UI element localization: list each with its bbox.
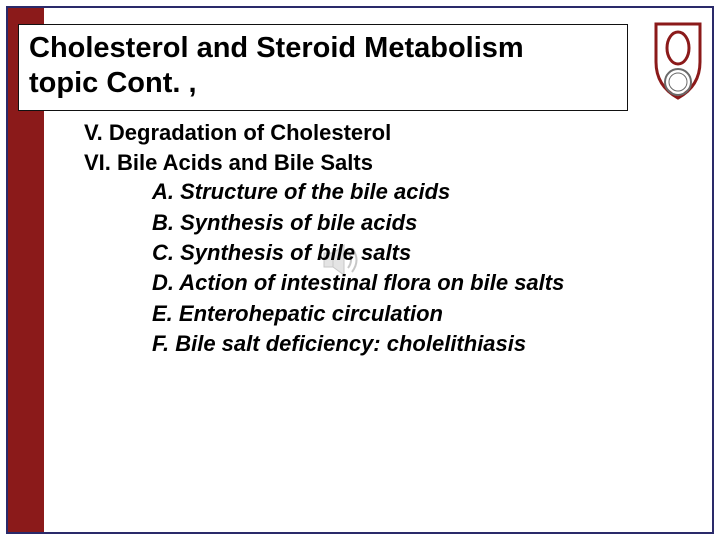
outline-item-v: V. Degradation of Cholesterol [84,120,391,145]
title-line-1: Cholesterol and Steroid Metabolism [29,32,524,64]
outline-subitem: E. Enterohepatic circulation [152,299,690,329]
outline-content: V. Degradation of Cholesterol VI. Bile A… [84,118,690,360]
outline-subitem: D. Action of intestinal flora on bile sa… [152,268,690,298]
university-crest-logo [646,18,710,102]
title-line-2: topic Cont. , [29,67,197,99]
outline-subitem: F. Bile salt deficiency: cholelithiasis [152,329,690,359]
title-box: Cholesterol and Steroid Metabolism topic… [18,24,628,111]
outline-subitem: B. Synthesis of bile acids [152,208,690,238]
outline-item-vi: VI. Bile Acids and Bile Salts [84,150,373,175]
outline-subitem: C. Synthesis of bile salts [152,238,690,268]
outline-subitem: A. Structure of the bile acids [152,177,690,207]
